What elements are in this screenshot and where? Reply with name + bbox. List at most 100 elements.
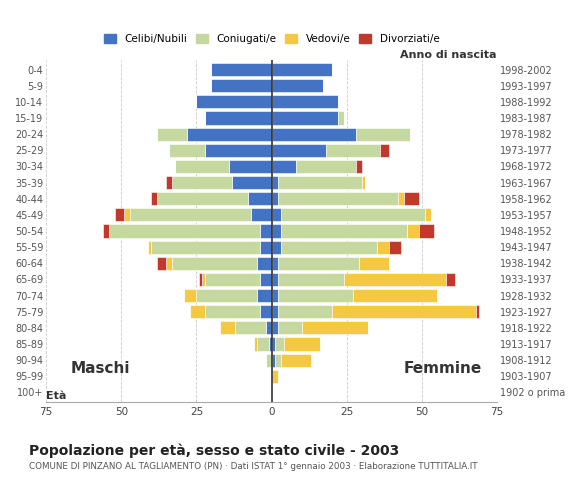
Text: Età: Età (46, 391, 67, 400)
Bar (338, 111, 344, 125)
Bar (271, 305, 278, 318)
Bar (175, 160, 230, 173)
Bar (271, 321, 278, 335)
Bar (109, 224, 259, 238)
Bar (425, 208, 431, 221)
Bar (212, 79, 271, 92)
Bar (380, 144, 389, 157)
Text: Femmine: Femmine (404, 361, 482, 376)
Bar (271, 273, 278, 286)
Bar (278, 289, 353, 302)
Bar (271, 257, 278, 270)
Bar (266, 354, 271, 367)
Bar (235, 321, 266, 335)
Bar (389, 240, 401, 254)
Bar (398, 192, 404, 205)
Bar (230, 160, 271, 173)
Bar (169, 144, 205, 157)
Bar (271, 176, 278, 189)
Bar (356, 160, 362, 173)
Bar (271, 192, 278, 205)
Bar (212, 63, 271, 76)
Bar (259, 224, 271, 238)
Text: COMUNE DI PINZANO AL TAGLIAMENTO (PN) · Dati ISTAT 1° gennaio 2003 · Elaborazion: COMUNE DI PINZANO AL TAGLIAMENTO (PN) · … (29, 462, 477, 471)
Bar (197, 289, 256, 302)
Text: Anno di nascita: Anno di nascita (400, 50, 497, 60)
Bar (278, 192, 398, 205)
Bar (281, 240, 377, 254)
Bar (269, 337, 271, 350)
Bar (353, 289, 437, 302)
Bar (271, 95, 338, 108)
Bar (157, 257, 166, 270)
Bar (271, 79, 322, 92)
Bar (259, 240, 271, 254)
Legend: Celibi/Nubili, Coniugati/e, Vedovi/e, Divorziati/e: Celibi/Nubili, Coniugati/e, Vedovi/e, Di… (104, 34, 440, 44)
Bar (271, 160, 296, 173)
Bar (271, 289, 278, 302)
Bar (251, 208, 271, 221)
Bar (271, 144, 325, 157)
Bar (172, 257, 256, 270)
Bar (220, 321, 235, 335)
Bar (446, 273, 455, 286)
Bar (284, 337, 320, 350)
Bar (271, 354, 274, 367)
Bar (271, 208, 281, 221)
Bar (281, 224, 407, 238)
Bar (281, 208, 425, 221)
Bar (476, 305, 479, 318)
Bar (419, 224, 434, 238)
Bar (148, 240, 151, 254)
Bar (166, 257, 172, 270)
Bar (271, 63, 332, 76)
Bar (296, 160, 356, 173)
Bar (404, 192, 419, 205)
Bar (205, 144, 271, 157)
Bar (157, 128, 187, 141)
Text: Popolazione per età, sesso e stato civile - 2003: Popolazione per età, sesso e stato civil… (29, 444, 399, 458)
Bar (271, 111, 338, 125)
Bar (356, 128, 410, 141)
Bar (278, 257, 358, 270)
Bar (259, 273, 271, 286)
Bar (278, 176, 362, 189)
Bar (344, 273, 446, 286)
Bar (271, 128, 356, 141)
Bar (271, 224, 281, 238)
Bar (253, 337, 256, 350)
Bar (205, 111, 271, 125)
Bar (266, 321, 271, 335)
Bar (271, 370, 278, 383)
Bar (256, 257, 271, 270)
Bar (362, 176, 365, 189)
Bar (407, 224, 419, 238)
Bar (377, 240, 389, 254)
Bar (271, 240, 281, 254)
Bar (157, 192, 248, 205)
Bar (271, 337, 274, 350)
Bar (190, 305, 205, 318)
Bar (184, 289, 197, 302)
Bar (151, 240, 259, 254)
Text: Maschi: Maschi (71, 361, 130, 376)
Bar (200, 273, 202, 286)
Bar (202, 273, 205, 286)
Bar (166, 176, 172, 189)
Bar (256, 337, 269, 350)
Bar (358, 257, 389, 270)
Bar (205, 305, 259, 318)
Bar (103, 224, 109, 238)
Bar (274, 337, 284, 350)
Bar (281, 354, 311, 367)
Bar (278, 273, 344, 286)
Bar (205, 273, 259, 286)
Bar (233, 176, 271, 189)
Bar (332, 305, 476, 318)
Bar (274, 354, 281, 367)
Bar (187, 128, 271, 141)
Bar (172, 176, 233, 189)
Bar (278, 321, 302, 335)
Bar (325, 144, 380, 157)
Bar (259, 305, 271, 318)
